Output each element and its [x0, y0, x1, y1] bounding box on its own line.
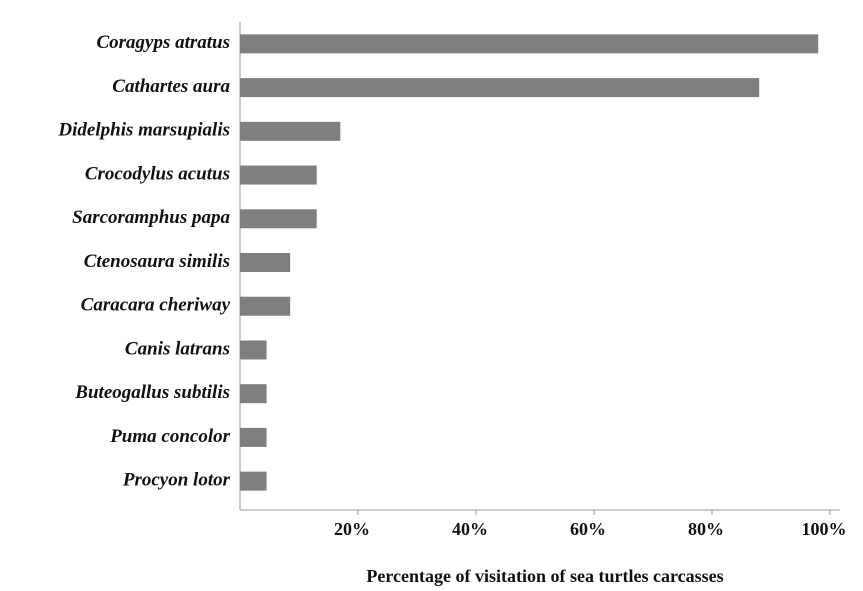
page: Percentage of visitation of sea turtles … — [0, 0, 863, 591]
bar — [240, 253, 290, 272]
bar — [240, 34, 818, 53]
bar — [240, 472, 267, 491]
x-tick-label: 80% — [688, 519, 724, 539]
bar — [240, 340, 267, 359]
category-label: Caracara cheriway — [81, 295, 231, 316]
bar — [240, 209, 317, 228]
category-label: Buteogallus subtilis — [74, 382, 230, 403]
category-label: Puma concolor — [109, 426, 230, 447]
x-tick-label: 40% — [452, 519, 488, 539]
x-tick-label: 60% — [570, 519, 606, 539]
x-tick-label: 100% — [802, 519, 847, 539]
category-label: Coragyps atratus — [96, 32, 230, 53]
x-tick-label: 20% — [334, 519, 370, 539]
bar — [240, 297, 290, 316]
category-label: Sarcoramphus papa — [72, 207, 230, 228]
x-axis-label: Percentage of visitation of sea turtles … — [366, 566, 723, 586]
bar — [240, 166, 317, 185]
category-label: Cathartes aura — [112, 76, 230, 97]
category-label: Canis latrans — [125, 338, 230, 359]
bar — [240, 428, 267, 447]
bar — [240, 384, 267, 403]
category-label: Crocodylus acutus — [85, 163, 230, 184]
category-label: Didelphis marsupialis — [57, 120, 230, 141]
bar — [240, 78, 759, 97]
category-label: Ctenosaura similis — [84, 251, 230, 272]
bar — [240, 122, 340, 141]
category-label: Procyon lotor — [122, 469, 231, 490]
chart: Percentage of visitation of sea turtles … — [0, 0, 863, 591]
